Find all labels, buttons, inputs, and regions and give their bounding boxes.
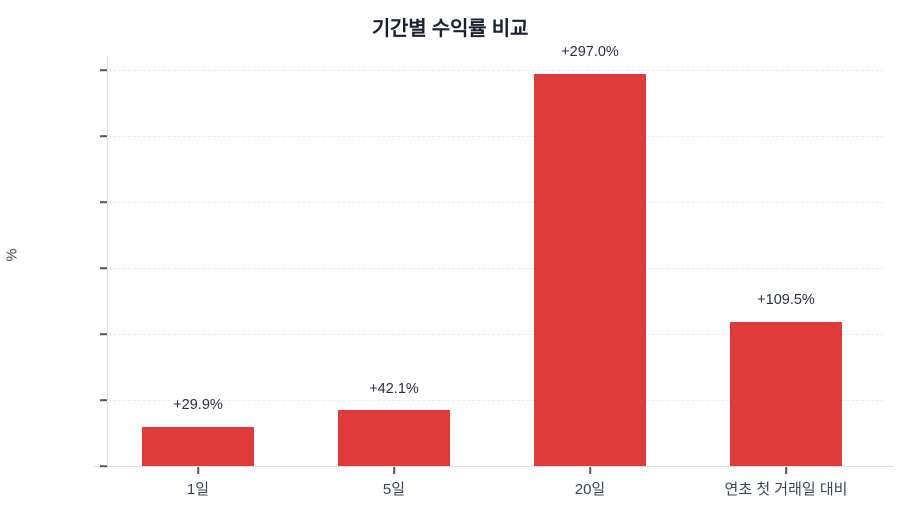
bar-3[interactable] [730, 321, 842, 466]
y-tick-mark-50 [100, 399, 107, 401]
bar-value-label-1: +42.1% [369, 381, 419, 397]
gridline-300 [108, 70, 884, 71]
x-tick-label-0: 1일 [186, 481, 210, 498]
bar-value-label-2: +297.0% [561, 44, 619, 60]
y-tick-mark-200 [100, 201, 107, 203]
gridline-100 [108, 334, 884, 335]
x-tick-label-1: 5일 [382, 481, 406, 498]
gridline-150 [108, 268, 884, 269]
plot-area [108, 70, 884, 466]
chart-title: 기간별 수익률 비교 [371, 18, 529, 40]
bar-value-label-3: +109.5% [757, 292, 815, 308]
bar-value-label-0: +29.9% [173, 397, 223, 413]
bar-0[interactable] [142, 426, 254, 466]
y-tick-mark-300 [100, 69, 107, 71]
y-tick-mark-250 [100, 135, 107, 137]
bar-1[interactable] [338, 410, 450, 466]
x-tick-mark-0 [197, 467, 199, 474]
x-tick-mark-1 [393, 467, 395, 474]
x-axis-spine [94, 466, 894, 468]
y-axis-label: % [4, 248, 21, 262]
gridline-50 [108, 400, 884, 401]
y-tick-mark-150 [100, 267, 107, 269]
x-tick-mark-3 [785, 467, 787, 474]
gridline-250 [108, 136, 884, 137]
x-tick-label-3: 연초 첫 거래일 대비 [724, 481, 848, 498]
x-tick-mark-2 [589, 467, 591, 474]
y-tick-mark-0 [100, 465, 107, 467]
y-tick-mark-100 [100, 333, 107, 335]
x-tick-label-2: 20일 [574, 481, 606, 498]
y-axis-spine [107, 56, 109, 468]
gridline-200 [108, 202, 884, 203]
bar-2[interactable] [534, 74, 646, 466]
